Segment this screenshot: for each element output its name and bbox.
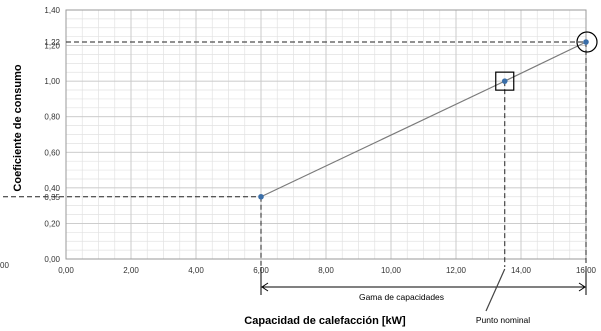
y-tick-label: 0,40 <box>44 184 60 193</box>
x-tick-label: 4,00 <box>188 266 204 275</box>
partial-tick-label: 00 <box>0 261 9 270</box>
x-tick-label: 16,00 <box>576 266 597 275</box>
y-tick-label: 1,20 <box>44 42 60 51</box>
y-extra-label: 1,22 <box>44 38 60 47</box>
range-arrow-left-head <box>261 282 269 292</box>
x-tick-label: 12,00 <box>446 266 467 275</box>
data-series <box>258 31 598 200</box>
y-tick-label: 0,00 <box>44 255 60 264</box>
data-point <box>583 39 589 45</box>
data-point <box>501 78 508 84</box>
y-tick-label: 0,20 <box>44 219 60 228</box>
y-tick-label: 1,40 <box>44 6 60 15</box>
range-label: Gama de capacidades <box>359 292 444 302</box>
nominal-point-box <box>495 71 515 91</box>
x-axis-title: Capacidad de calefacción [kW] <box>244 315 406 327</box>
y-tick-label: 0,60 <box>44 148 60 157</box>
x-tick-label: 10,00 <box>381 266 402 275</box>
data-point <box>258 193 264 200</box>
range-arrow-right-head <box>578 282 586 292</box>
nominal-pointer-line <box>485 268 506 312</box>
max-point-circle <box>576 31 598 53</box>
nominal-label: Punto nominal <box>476 315 530 325</box>
y-tick-label: 0,80 <box>44 113 60 122</box>
y-tick-label: 1,00 <box>44 77 60 86</box>
x-tick-label: 14,00 <box>511 266 532 275</box>
y-tick-labels: 0,00 0,20 0,40 0,60 0,80 1,00 1,20 1,40 0,35 1,22 <box>44 6 60 264</box>
x-tick-label: 0,00 <box>58 266 74 275</box>
annotations: Gama de capacidades Punto nominal 00 <box>0 261 587 325</box>
x-tick-label: 8,00 <box>318 266 334 275</box>
y-axis-title: Coeficiente de consumo <box>12 64 24 191</box>
x-tick-label: 2,00 <box>123 266 139 275</box>
y-extra-label: 0,35 <box>44 193 60 202</box>
guide-lines <box>3 41 587 271</box>
